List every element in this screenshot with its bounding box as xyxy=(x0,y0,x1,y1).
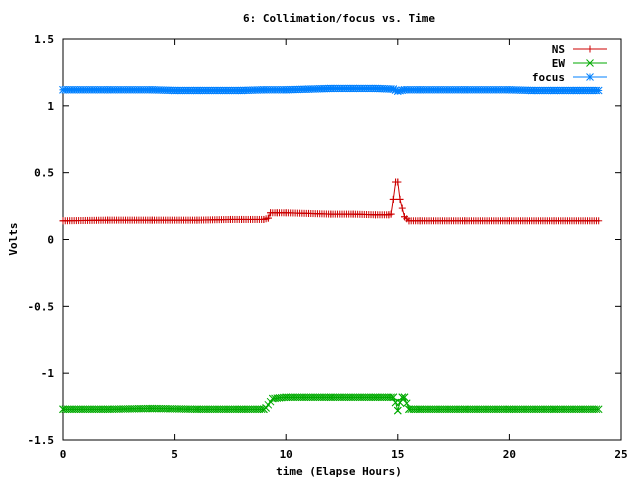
x-tick-label: 0 xyxy=(60,448,67,461)
x-tick-label: 5 xyxy=(171,448,178,461)
x-tick-label: 25 xyxy=(614,448,627,461)
legend-label: EW xyxy=(552,57,566,70)
sample-marker xyxy=(590,405,599,414)
sample-marker xyxy=(394,178,402,186)
legend-item-NS: NS xyxy=(552,43,607,56)
x-axis-label: time (Elapse Hours) xyxy=(276,465,402,478)
y-tick-label: -1.5 xyxy=(28,434,55,447)
legend-marker xyxy=(586,73,594,81)
y-tick-label: 1.5 xyxy=(34,33,54,46)
plot-frame xyxy=(62,38,622,441)
series-EW xyxy=(59,393,603,415)
legend-label: focus xyxy=(532,71,565,84)
sample-marker xyxy=(402,399,411,408)
sample-marker xyxy=(387,393,395,402)
sample-marker xyxy=(264,214,272,222)
sample-marker xyxy=(592,405,601,414)
sample-marker xyxy=(400,393,409,402)
sample-marker xyxy=(398,393,407,402)
x-tick-label: 10 xyxy=(280,448,293,461)
y-tick-label: -1 xyxy=(41,367,55,380)
sample-marker xyxy=(396,195,404,203)
y-axis-label: Volts xyxy=(7,222,20,255)
y-tick-label: -0.5 xyxy=(28,300,55,313)
y-tick-label: 0 xyxy=(47,234,54,247)
y-tick-label: 0.5 xyxy=(34,167,54,180)
legend-marker xyxy=(586,45,594,53)
x-tick-label: 20 xyxy=(503,448,516,461)
sample-marker xyxy=(398,204,406,212)
legend-marker xyxy=(586,59,594,67)
sample-marker xyxy=(389,393,398,402)
legend-item-EW: EW xyxy=(552,57,607,70)
sample-marker xyxy=(257,405,266,414)
series-NS xyxy=(59,178,603,225)
series-focus xyxy=(59,84,603,95)
sample-marker xyxy=(387,210,395,218)
series-layer xyxy=(59,84,603,415)
sample-marker xyxy=(592,86,601,95)
legend-label: NS xyxy=(552,43,565,56)
sample-marker xyxy=(396,398,404,407)
x-tick-label: 15 xyxy=(391,448,404,461)
sample-marker xyxy=(592,217,600,225)
sample-marker xyxy=(393,406,402,415)
chart-title: 6: Collimation/focus vs. Time xyxy=(243,12,435,25)
x-axis: 0 5 10 15 20 25 xyxy=(60,39,628,461)
sample-marker xyxy=(389,195,397,203)
y-tick-label: 1 xyxy=(47,100,54,113)
legend-item-focus: focus xyxy=(532,71,607,84)
y-axis: -1.5 -1 -0.5 0 0.5 1 1.5 xyxy=(28,33,621,447)
